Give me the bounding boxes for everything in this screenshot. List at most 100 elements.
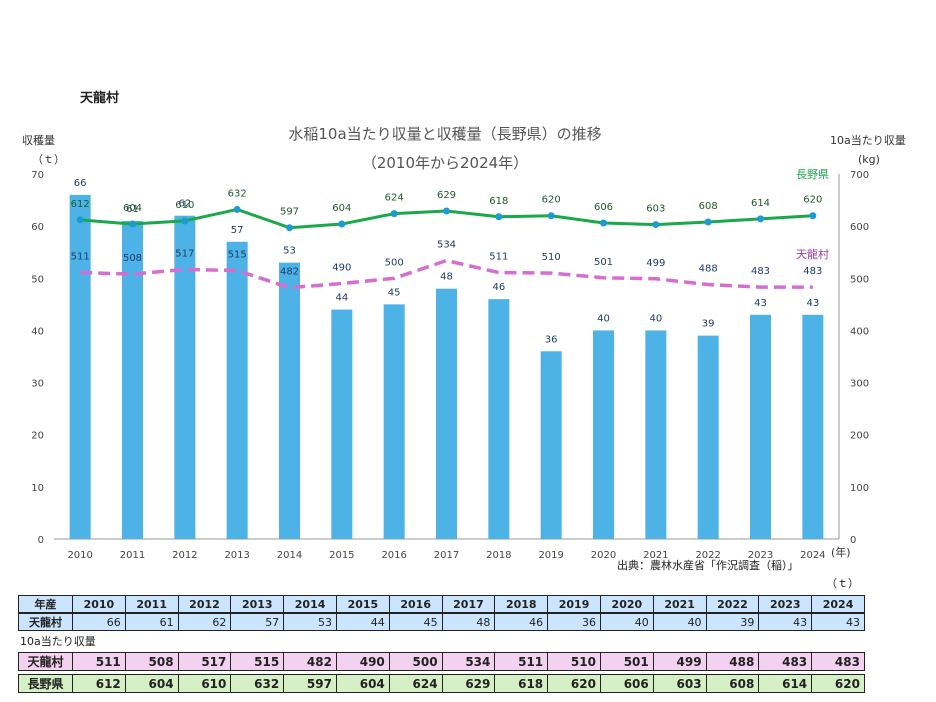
nagano-data-label: 612 — [71, 199, 90, 210]
bar — [174, 215, 196, 539]
tenryu-data-label: 488 — [699, 264, 718, 275]
nagano-point — [547, 212, 555, 220]
yield-tenryu-table: 天龍村 511 508 517 515 482 490 500 534 511 510 501 499 4… — [18, 652, 865, 671]
yield-tenryu-cell: 500 — [388, 652, 443, 671]
bar-data-label: 46 — [492, 282, 505, 293]
tenryu-data-label: 483 — [803, 266, 822, 277]
x-tick-label: 2023 — [748, 550, 773, 561]
bar-data-label: 39 — [702, 319, 715, 330]
yield-nagano-cell: 632 — [230, 674, 285, 693]
yield-nagano-cell: 604 — [335, 674, 390, 693]
bar-data-label: 36 — [545, 334, 558, 345]
left-axis-unit: （ｔ） — [32, 153, 65, 166]
year-cell: 2014 — [283, 595, 337, 613]
left-tick-label: 60 — [31, 222, 44, 233]
nagano-point — [286, 224, 293, 232]
nagano-data-label: 603 — [646, 204, 665, 215]
series-label-nagano: 長野県 — [796, 168, 829, 181]
x-tick-label: 2010 — [67, 550, 92, 561]
x-tick-label: 2017 — [434, 550, 459, 561]
source-note: 出典：農林水産省「作況調査（稲）」 — [617, 559, 799, 572]
right-tick-label: 100 — [850, 483, 869, 494]
tenryu-data-label: 482 — [280, 267, 299, 278]
bar-data-label: 45 — [388, 287, 401, 298]
harvest-cell: 46 — [494, 613, 549, 631]
year-cell: 2015 — [335, 595, 390, 613]
bar — [122, 220, 143, 539]
right-tick-label: 200 — [850, 431, 869, 442]
harvest-cell: 36 — [547, 613, 601, 631]
left-axis-label: 収穫量 — [22, 134, 55, 147]
tenryu-data-label: 517 — [175, 248, 194, 259]
yield-nagano-cell: 608 — [705, 674, 760, 693]
tenryu-data-label: 499 — [646, 258, 665, 269]
series-label-tenryu: 天龍村 — [796, 247, 829, 261]
nagano-data-label: 604 — [123, 203, 142, 214]
nagano-point — [600, 219, 607, 227]
harvest-cell: 62 — [177, 613, 232, 631]
yield-nagano-cell: 604 — [124, 674, 179, 693]
x-tick-label: 2024 — [800, 550, 825, 561]
left-tick-label: 40 — [31, 326, 44, 337]
x-tick-label: 2015 — [329, 550, 354, 561]
harvest-cell: 45 — [388, 613, 443, 631]
yield-nagano-cell: 618 — [494, 674, 549, 693]
yield-nagano-cell: 606 — [599, 674, 654, 693]
nagano-data-label: 614 — [751, 198, 770, 209]
year-table: 年産 2010 2011 2012 2013 2014 2015 2016 2017 2018 20… — [18, 595, 865, 613]
yield-tenryu-cell: 534 — [441, 652, 496, 671]
nagano-point — [495, 213, 503, 221]
x-tick-label: 2018 — [486, 550, 511, 561]
year-cell: 2011 — [124, 595, 179, 613]
x-tick-label: 2021 — [643, 550, 668, 561]
harvest-cell: 40 — [599, 613, 654, 631]
nagano-point — [181, 217, 189, 225]
yield-tenryu-cell: 490 — [335, 652, 390, 671]
yield-tenryu-cell: 511 — [494, 652, 549, 671]
bar — [540, 351, 562, 539]
tenryu-data-label: 500 — [385, 257, 404, 268]
tenryu-data-label: 510 — [542, 252, 561, 263]
yield-nagano-cell: 597 — [283, 674, 337, 693]
yield-nagano-cell: 614 — [758, 674, 813, 693]
left-tick-label: 10 — [31, 483, 44, 494]
nagano-point — [652, 221, 660, 229]
bar-data-label: 57 — [231, 225, 244, 236]
x-tick-label: 2014 — [277, 550, 302, 561]
nagano-data-label: 606 — [594, 202, 613, 213]
right-tick-label: 400 — [850, 326, 869, 337]
yield-tenryu-cell: 483 — [758, 652, 813, 671]
nagano-data-label: 620 — [542, 195, 561, 206]
bar-data-label: 43 — [806, 298, 819, 309]
nagano-data-label: 624 — [385, 193, 404, 204]
left-tick-label: 30 — [31, 379, 44, 390]
nagano-point — [704, 218, 712, 226]
harvest-cell: 44 — [335, 613, 390, 631]
yield-tenryu-cell: 483 — [811, 652, 865, 671]
bar-data-label: 62 — [178, 199, 191, 210]
harvest-table: 天龍村 66 61 62 57 53 44 45 48 46 36 40 40 39 43 43 — [18, 613, 865, 631]
year-cell: 2012 — [177, 595, 232, 613]
harvest-cell: 66 — [72, 613, 126, 631]
bar — [697, 335, 719, 539]
left-tick-label: 50 — [31, 274, 44, 285]
harvest-cell: 40 — [652, 613, 707, 631]
tenryu-data-label: 490 — [332, 263, 351, 274]
nagano-point — [233, 205, 241, 213]
tenryu-data-label: 534 — [437, 240, 456, 251]
year-cell: 2013 — [230, 595, 285, 613]
nagano-data-label: 610 — [175, 200, 194, 211]
bar-data-label: 48 — [440, 272, 453, 283]
bar — [279, 262, 300, 539]
x-unit-label: (年) — [831, 545, 851, 559]
yield-nagano-cell: 612 — [72, 674, 126, 693]
year-cell: 2021 — [652, 595, 707, 613]
x-tick-label: 2016 — [381, 550, 406, 561]
bar-data-label: 43 — [754, 298, 767, 309]
right-tick-label: 300 — [850, 379, 869, 390]
tenryu-data-label: 511 — [71, 252, 90, 263]
yield-section-label: 10a当たり収量 — [20, 635, 96, 648]
harvest-cell: 48 — [441, 613, 496, 631]
bar-data-label: 40 — [649, 313, 662, 324]
year-cell: 2024 — [811, 595, 865, 613]
